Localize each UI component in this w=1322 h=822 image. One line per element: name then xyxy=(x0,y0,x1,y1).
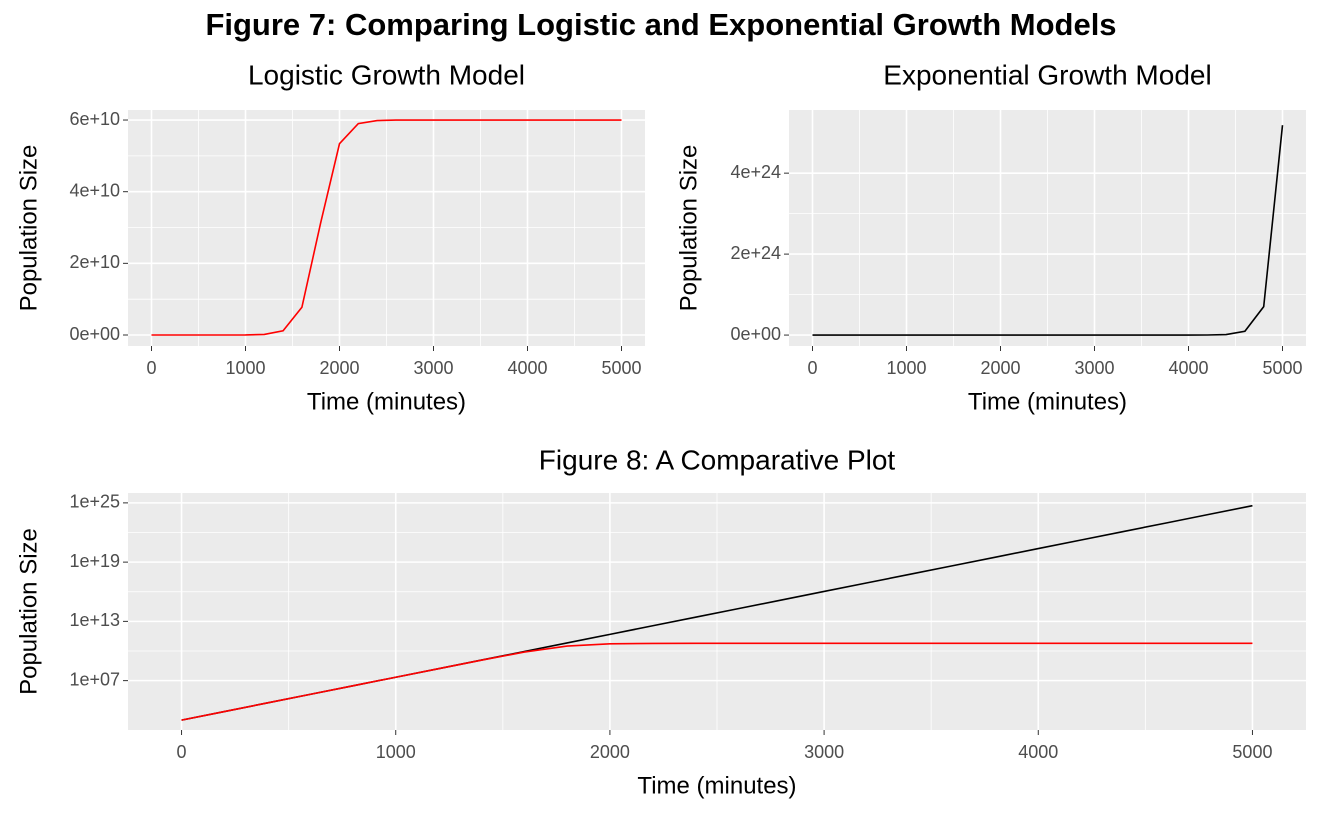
x-tick-label: 3000 xyxy=(804,742,844,762)
x-tick-label: 5000 xyxy=(1232,742,1272,762)
line xyxy=(151,119,622,336)
y-tick-label: 1e+19 xyxy=(69,551,120,571)
x-tick-label: 1000 xyxy=(376,742,416,762)
y-tick-label: 2e+10 xyxy=(69,252,120,272)
x-tick-label: 3000 xyxy=(1074,358,1114,378)
y-tick-label: 0e+00 xyxy=(730,324,781,344)
x-axis-title: Time (minutes) xyxy=(637,772,796,799)
x-tick-label: 0 xyxy=(146,358,156,378)
y-tick-label: 4e+10 xyxy=(69,180,120,200)
y-axis-title: Population Size xyxy=(15,528,42,695)
x-axis-title: Time (minutes) xyxy=(307,388,466,415)
x-tick-label: 4000 xyxy=(507,358,547,378)
y-axis-title: Population Size xyxy=(675,145,702,312)
panel-title: Logistic Growth Model xyxy=(248,59,525,90)
x-tick-label: 5000 xyxy=(601,358,641,378)
x-tick-label: 4000 xyxy=(1168,358,1208,378)
y-tick-label: 0e+00 xyxy=(69,324,120,344)
x-tick-label: 3000 xyxy=(413,358,453,378)
line xyxy=(812,125,1284,336)
x-tick-label: 5000 xyxy=(1262,358,1302,378)
y-tick-label: 2e+24 xyxy=(730,243,781,263)
x-tick-label: 2000 xyxy=(319,358,359,378)
y-tick-label: 1e+13 xyxy=(69,610,120,630)
y-tick-label: 4e+24 xyxy=(730,162,781,182)
y-axis-title: Population Size xyxy=(15,145,42,312)
line xyxy=(181,642,1253,721)
x-tick-label: 1000 xyxy=(225,358,265,378)
x-tick-label: 2000 xyxy=(590,742,630,762)
x-tick-label: 0 xyxy=(807,358,817,378)
panel-title: Exponential Growth Model xyxy=(883,59,1211,90)
y-tick-label: 6e+10 xyxy=(69,109,120,129)
x-tick-label: 4000 xyxy=(1018,742,1058,762)
x-tick-label: 2000 xyxy=(980,358,1020,378)
figure-title: Figure 7: Comparing Logistic and Exponen… xyxy=(205,7,1116,42)
y-tick-label: 1e+07 xyxy=(69,669,120,689)
x-tick-label: 1000 xyxy=(886,358,926,378)
x-axis-title: Time (minutes) xyxy=(968,388,1127,415)
y-tick-label: 1e+25 xyxy=(69,492,120,512)
panel-title: Figure 8: A Comparative Plot xyxy=(539,444,896,475)
x-tick-label: 0 xyxy=(177,742,187,762)
